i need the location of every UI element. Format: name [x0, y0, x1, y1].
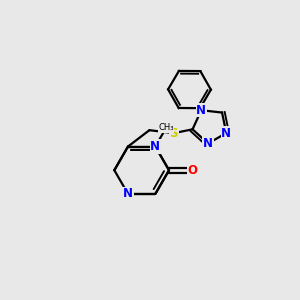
Text: N: N	[150, 140, 160, 153]
Text: CH₃: CH₃	[158, 124, 174, 133]
Text: N: N	[196, 104, 206, 117]
Text: N: N	[203, 137, 213, 150]
Text: N: N	[221, 127, 231, 140]
Text: S: S	[169, 127, 178, 140]
Text: O: O	[187, 164, 197, 177]
Text: N: N	[123, 188, 133, 200]
